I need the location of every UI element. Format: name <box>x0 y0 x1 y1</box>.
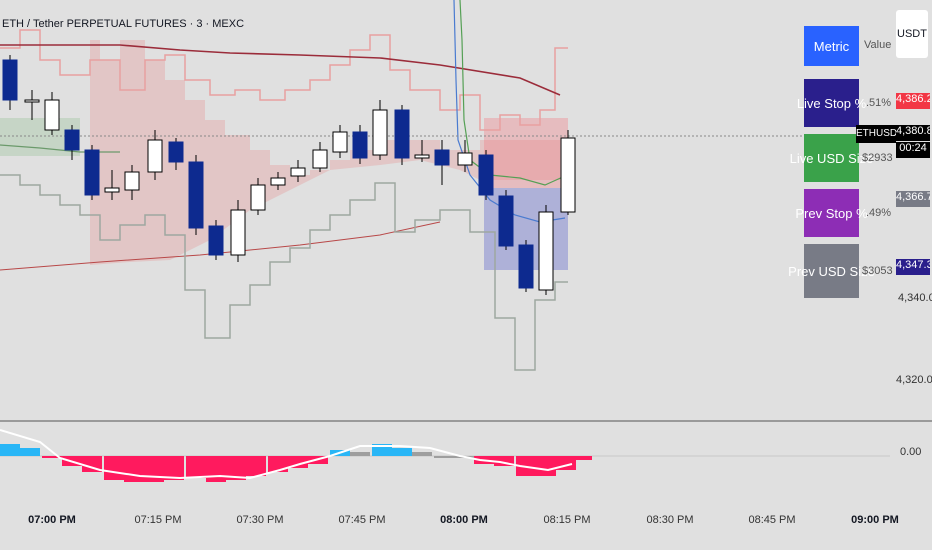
histogram-bar <box>392 448 412 456</box>
time-label-0745: 07:45 PM <box>338 514 386 526</box>
histogram-bar <box>572 456 592 460</box>
green-ma-line <box>0 144 120 153</box>
indicator-zero-label: 0.00 <box>900 446 922 458</box>
candle-body <box>434 149 450 166</box>
value-live-stop: .51% <box>866 97 892 109</box>
candle-body <box>352 131 368 159</box>
histogram-bar <box>164 456 184 480</box>
metric-header: Metric <box>804 26 859 66</box>
histogram-bar <box>536 456 556 476</box>
histogram-bar <box>124 456 144 482</box>
candle-body <box>208 225 224 256</box>
histogram-bar <box>20 448 40 456</box>
candle-body <box>250 184 266 211</box>
price-tick-4340: 4,340.00 <box>898 292 932 304</box>
short-stop-zone <box>90 40 560 265</box>
time-label-0815: 08:15 PM <box>543 514 591 526</box>
time-label-0700: 07:00 PM <box>28 514 76 526</box>
candle-body <box>538 211 554 291</box>
price-badge-high: 4,386.23 <box>896 93 930 109</box>
candle-body <box>84 149 100 196</box>
value-live-usd-size: $2933 <box>862 152 893 164</box>
candle-body <box>64 129 80 151</box>
histogram-bar <box>104 456 124 480</box>
time-label-0845: 08:45 PM <box>748 514 796 526</box>
candle-body <box>104 187 120 193</box>
histogram-bar <box>186 456 206 478</box>
value-prev-stop: .49% <box>866 207 892 219</box>
candle-body <box>457 152 473 166</box>
time-label-0800: 08:00 PM <box>440 514 488 526</box>
metric-live-usd-size: Live USD Size <box>790 134 873 182</box>
candle-body <box>518 244 534 289</box>
long-ma-line <box>0 44 561 96</box>
metric-prev-usd-size: Prev USD Size <box>788 244 875 298</box>
price-badge-prev: 4,366.70 <box>896 191 930 207</box>
candle-body <box>24 99 40 103</box>
histogram-bar <box>42 456 62 458</box>
candle-body <box>188 161 204 229</box>
candle-body <box>270 177 286 186</box>
countdown-badge: 00:24 <box>896 142 930 158</box>
histogram-bar <box>350 452 370 456</box>
symbol-title: ETH / Tether PERPETUAL FUTURES · 3 · MEX… <box>2 18 245 30</box>
histogram-bar <box>0 444 20 456</box>
candle-body <box>147 139 163 173</box>
candle-body <box>560 137 576 213</box>
rising-trend-line <box>0 221 441 271</box>
histogram-bar <box>226 456 246 480</box>
time-label-0715: 07:15 PM <box>134 514 182 526</box>
price-badge-last: 4,380.87 <box>896 125 930 141</box>
candle-body <box>290 167 306 177</box>
histogram-bar <box>494 456 514 466</box>
histogram-bar <box>246 456 266 476</box>
value-header: Value <box>864 39 892 51</box>
currency-button[interactable]: USDT <box>896 10 928 58</box>
lower-stop-step-line <box>0 174 568 371</box>
candle-body <box>312 149 328 169</box>
signal-line <box>0 429 573 480</box>
price-badge-stop: 4,347.34 <box>896 259 930 275</box>
position-loss-zone <box>484 118 568 188</box>
symbol-tag: ETHUSDT.P <box>856 125 912 143</box>
candle-body <box>498 195 514 247</box>
time-label-0830: 08:30 PM <box>646 514 694 526</box>
candle-body <box>332 131 348 153</box>
candle-body <box>372 109 388 156</box>
candle-body <box>230 209 246 256</box>
histogram-bar <box>206 456 226 482</box>
price-tick-4320: 4,320.00 <box>896 374 932 386</box>
histogram-bar <box>82 456 102 472</box>
candle-body <box>2 59 18 101</box>
metric-prev-stop: Prev Stop % <box>795 189 868 237</box>
candle-body <box>394 109 410 159</box>
candle-body <box>478 154 494 196</box>
histogram-bar <box>268 456 288 472</box>
candle-body <box>414 154 430 159</box>
histogram-bar <box>434 456 454 458</box>
upper-stop-step-line <box>0 29 568 131</box>
time-label-0730: 07:30 PM <box>236 514 284 526</box>
value-prev-usd-size: $3053 <box>862 265 893 277</box>
histogram-bar <box>412 452 432 456</box>
candle-body <box>124 171 140 191</box>
metric-live-stop: Live Stop % <box>797 79 866 127</box>
histogram-bar <box>288 456 308 468</box>
histogram-bar <box>144 456 164 482</box>
candle-body <box>44 99 60 131</box>
candle-body <box>168 141 184 163</box>
time-label-0900: 09:00 PM <box>851 514 899 526</box>
